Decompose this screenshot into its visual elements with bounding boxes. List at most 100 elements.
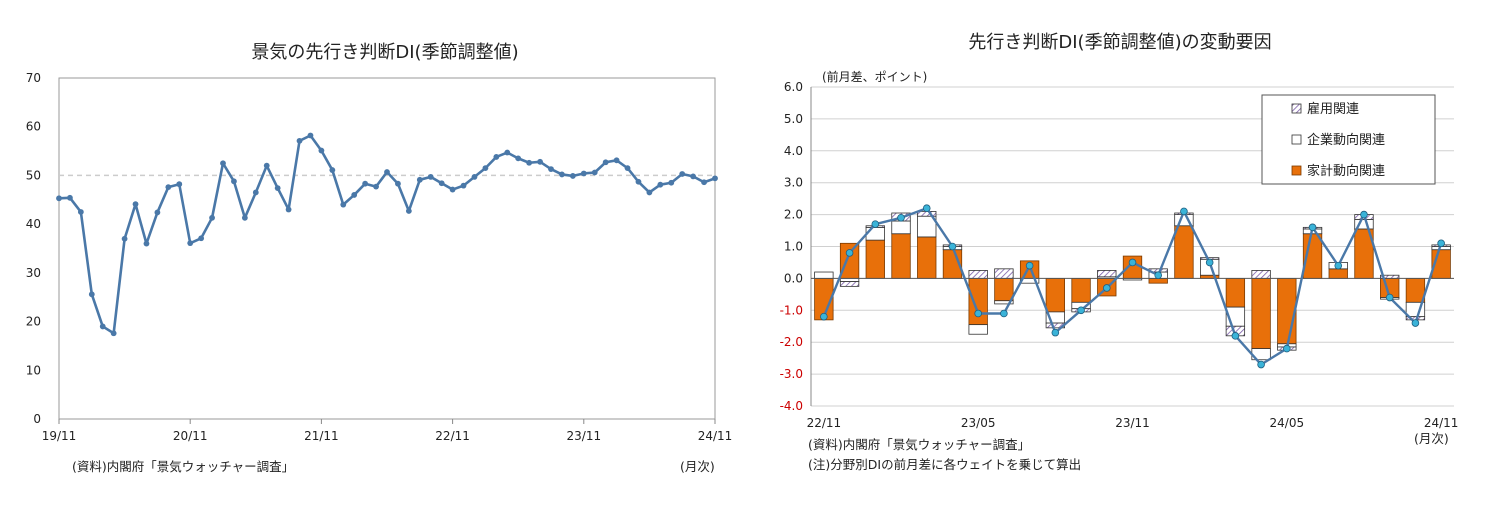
- total-point: [1437, 239, 1445, 248]
- left-data-point: [405, 208, 412, 214]
- left-data-point: [471, 173, 478, 180]
- left-y-tick-label: 40: [26, 217, 41, 231]
- total-point: [1385, 293, 1394, 302]
- left-data-point: [526, 159, 533, 166]
- right-y-tick-label: -4.0: [780, 399, 803, 413]
- total-point: [871, 220, 880, 228]
- right-y-tick-label: 4.0: [784, 144, 803, 158]
- left-y-axis: 0 10 20 30 40 50 60 70: [26, 71, 41, 426]
- right-x-tick-label: 23/05: [961, 416, 996, 430]
- bar-household: [865, 239, 885, 279]
- bar-corporate: [865, 226, 885, 241]
- right-chart: 先行き判断DI(季節調整値)の変動要因 (前月差、ポイント) 6.0 5.0 4.0…: [780, 32, 1459, 472]
- left-data-point: [296, 137, 303, 144]
- left-x-axis: 19/11 20/11 21/11 22/11 23/11 24/11: [42, 419, 732, 443]
- left-data-point: [416, 176, 423, 183]
- left-data-point: [56, 195, 62, 202]
- total-point: [1257, 360, 1265, 369]
- left-data-point: [88, 291, 95, 298]
- legend-swatch-employment: [1291, 103, 1302, 114]
- left-data-point: [274, 185, 281, 191]
- left-unit-label: (月次): [680, 459, 715, 474]
- bar-household: [839, 242, 860, 279]
- right-x-tick-label: 22/11: [807, 416, 842, 430]
- left-data-point: [624, 165, 631, 172]
- left-data-point: [307, 132, 314, 139]
- legend-swatch-corporate: [1291, 134, 1302, 145]
- bar-household: [1174, 225, 1194, 279]
- left-data-point: [198, 235, 205, 242]
- left-data-point: [482, 165, 489, 172]
- left-source-note: (資料)内閣府「景気ウォッチャー調査」: [72, 459, 294, 474]
- right-y-tick-label: -1.0: [780, 303, 803, 317]
- left-data-point: [438, 180, 445, 187]
- right-y-tick-label: 2.0: [784, 208, 803, 222]
- left-y-tick-label: 20: [26, 315, 41, 329]
- bar-household: [1148, 277, 1168, 284]
- left-chart-title: 景気の先行き判断DI(季節調整値): [251, 42, 518, 63]
- left-data-point: [537, 158, 543, 165]
- total-point: [1102, 284, 1111, 292]
- right-total-series-group: [820, 204, 1445, 369]
- bar-household: [1251, 277, 1271, 349]
- right-y-tick-label: 6.0: [784, 80, 803, 94]
- left-data-point: [515, 155, 522, 162]
- bar-corporate: [994, 300, 1014, 305]
- left-data-point: [263, 162, 270, 169]
- right-x-tick-label: 23/11: [1115, 416, 1150, 430]
- left-y-tick-label: 70: [26, 71, 41, 85]
- total-point: [1231, 332, 1240, 340]
- left-data-point: [220, 160, 226, 167]
- left-data-point: [690, 173, 697, 180]
- right-y-tick-label: 5.0: [784, 112, 803, 126]
- left-chart: 景気の先行き判断DI(季節調整値) 0 10 20 30 40 50 60 70 19/11 2…: [26, 42, 733, 474]
- right-legend: 雇用関連 企業動向関連 家計動向関連: [1261, 94, 1436, 185]
- left-data-point: [209, 214, 215, 221]
- right-y-tick-label: 3.0: [784, 176, 803, 190]
- left-data-point: [602, 159, 609, 166]
- left-data-point: [176, 181, 183, 188]
- left-data-point: [373, 183, 379, 190]
- bar-household: [1328, 268, 1348, 279]
- bar-employment: [994, 268, 1014, 279]
- left-y-tick-label: 0: [33, 412, 41, 426]
- total-point: [1205, 258, 1214, 267]
- left-data-point: [77, 209, 84, 215]
- total-line: [822, 207, 1443, 366]
- legend-box: [1261, 94, 1436, 185]
- left-data-point: [679, 171, 686, 177]
- left-data-point: [165, 184, 172, 191]
- left-data-point: [340, 201, 347, 208]
- legend-swatch-household: [1291, 165, 1302, 176]
- left-data-point: [99, 323, 106, 330]
- left-data-point: [143, 240, 150, 247]
- bar-household: [1045, 277, 1065, 313]
- left-y-tick-label: 30: [26, 266, 41, 280]
- left-y-tick-label: 10: [26, 363, 41, 377]
- right-x-axis: 22/11 23/05 23/11 24/05 24/11: [807, 416, 1459, 430]
- left-data-point: [635, 178, 642, 185]
- total-point: [1308, 223, 1317, 232]
- left-data-point: [67, 194, 73, 201]
- left-data-point: [132, 201, 139, 208]
- right-y-unit-label: (前月差、ポイント): [822, 69, 927, 84]
- total-point: [1154, 271, 1163, 280]
- left-y-tick-label: 60: [26, 120, 41, 134]
- left-x-tick-label: 22/11: [435, 429, 470, 443]
- left-x-tick-label: 21/11: [304, 429, 339, 443]
- left-data-point: [110, 330, 117, 337]
- right-y-axis: 6.0 5.0 4.0 3.0 2.0 1.0 0.0 -1.0 -2.0 -3.0 -4.0: [780, 80, 803, 413]
- total-point: [1077, 306, 1085, 315]
- total-point: [1180, 207, 1188, 216]
- total-point: [897, 213, 905, 222]
- right-chart-title: 先行き判断DI(季節調整値)の変動要因: [968, 32, 1271, 53]
- right-source-note: (資料)内閣府「景気ウォッチャー調査」: [808, 437, 1030, 452]
- left-y-tick-label: 50: [26, 168, 41, 182]
- left-plot-area: [58, 77, 716, 420]
- left-data-point: [460, 182, 467, 189]
- legend-label-corporate: 企業動向関連: [1307, 132, 1385, 148]
- left-data-point: [285, 206, 292, 213]
- bar-employment: [839, 281, 860, 287]
